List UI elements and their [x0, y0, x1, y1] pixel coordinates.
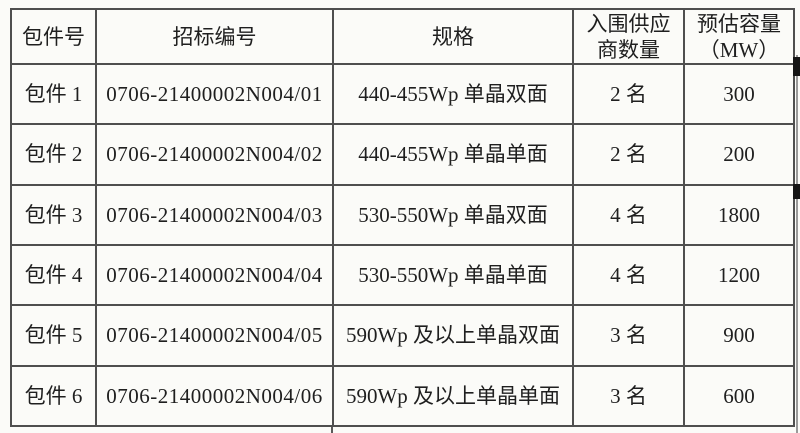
cell-package-no: 包件 4 — [10, 243, 97, 307]
cell-supplier-count: 4 名 — [572, 243, 685, 307]
header-bid-number: 招标编号 — [95, 8, 334, 65]
cell-bid-number: 0706-21400002N004/05 — [95, 304, 334, 367]
cell-package-no: 包件 1 — [10, 62, 97, 126]
table-row: 包件 2 0706-21400002N004/02 440-455Wp 单晶单面… — [10, 123, 795, 186]
table-row: 包件 5 0706-21400002N004/05 590Wp 及以上单晶双面 … — [10, 304, 795, 367]
cell-spec: 530-550Wp 单晶单面 — [332, 243, 574, 307]
cell-spec: 590Wp 及以上单晶双面 — [332, 304, 574, 367]
cell-estimated-capacity: 600 — [683, 364, 795, 428]
cell-estimated-capacity: 1200 — [683, 243, 795, 307]
table-header-row: 包件号 招标编号 规格 入围供应商数量 预估容量（MW） — [10, 8, 795, 65]
cell-estimated-capacity: 300 — [683, 62, 795, 126]
cell-package-no: 包件 6 — [10, 364, 97, 428]
cell-package-no: 包件 2 — [10, 123, 97, 186]
cell-supplier-count: 4 名 — [572, 183, 685, 246]
scan-artifact-mark — [793, 184, 800, 199]
cell-bid-number: 0706-21400002N004/03 — [95, 183, 334, 246]
cell-bid-number: 0706-21400002N004/02 — [95, 123, 334, 186]
table-row: 包件 1 0706-21400002N004/01 440-455Wp 单晶双面… — [10, 62, 795, 126]
cell-bid-number: 0706-21400002N004/01 — [95, 62, 334, 126]
cell-spec: 530-550Wp 单晶双面 — [332, 183, 574, 246]
cell-estimated-capacity: 1800 — [683, 183, 795, 246]
cell-bid-number: 0706-21400002N004/06 — [95, 364, 334, 428]
cell-supplier-count: 2 名 — [572, 62, 685, 126]
header-package-no: 包件号 — [10, 8, 97, 65]
table-row: 包件 4 0706-21400002N004/04 530-550Wp 单晶单面… — [10, 243, 795, 307]
cell-supplier-count: 3 名 — [572, 304, 685, 367]
cell-package-no: 包件 5 — [10, 304, 97, 367]
cell-spec: 590Wp 及以上单晶单面 — [332, 364, 574, 428]
cell-estimated-capacity: 900 — [683, 304, 795, 367]
scan-edge-line — [796, 55, 798, 433]
header-estimated-capacity: 预估容量（MW） — [683, 8, 795, 65]
tender-packages-table: 包件号 招标编号 规格 入围供应商数量 预估容量（MW） 包件 1 0706-2… — [10, 8, 795, 428]
cell-spec: 440-455Wp 单晶双面 — [332, 62, 574, 126]
table-row: 包件 6 0706-21400002N004/06 590Wp 及以上单晶单面 … — [10, 364, 795, 428]
header-spec: 规格 — [332, 8, 574, 65]
header-supplier-count: 入围供应商数量 — [572, 8, 685, 65]
scan-artifact-mark — [793, 57, 800, 76]
cell-package-no: 包件 3 — [10, 183, 97, 246]
cell-spec: 440-455Wp 单晶单面 — [332, 123, 574, 186]
scan-artifact-tick — [331, 427, 333, 433]
cell-supplier-count: 3 名 — [572, 364, 685, 428]
cell-bid-number: 0706-21400002N004/04 — [95, 243, 334, 307]
cell-supplier-count: 2 名 — [572, 123, 685, 186]
table-row: 包件 3 0706-21400002N004/03 530-550Wp 单晶双面… — [10, 183, 795, 246]
cell-estimated-capacity: 200 — [683, 123, 795, 186]
